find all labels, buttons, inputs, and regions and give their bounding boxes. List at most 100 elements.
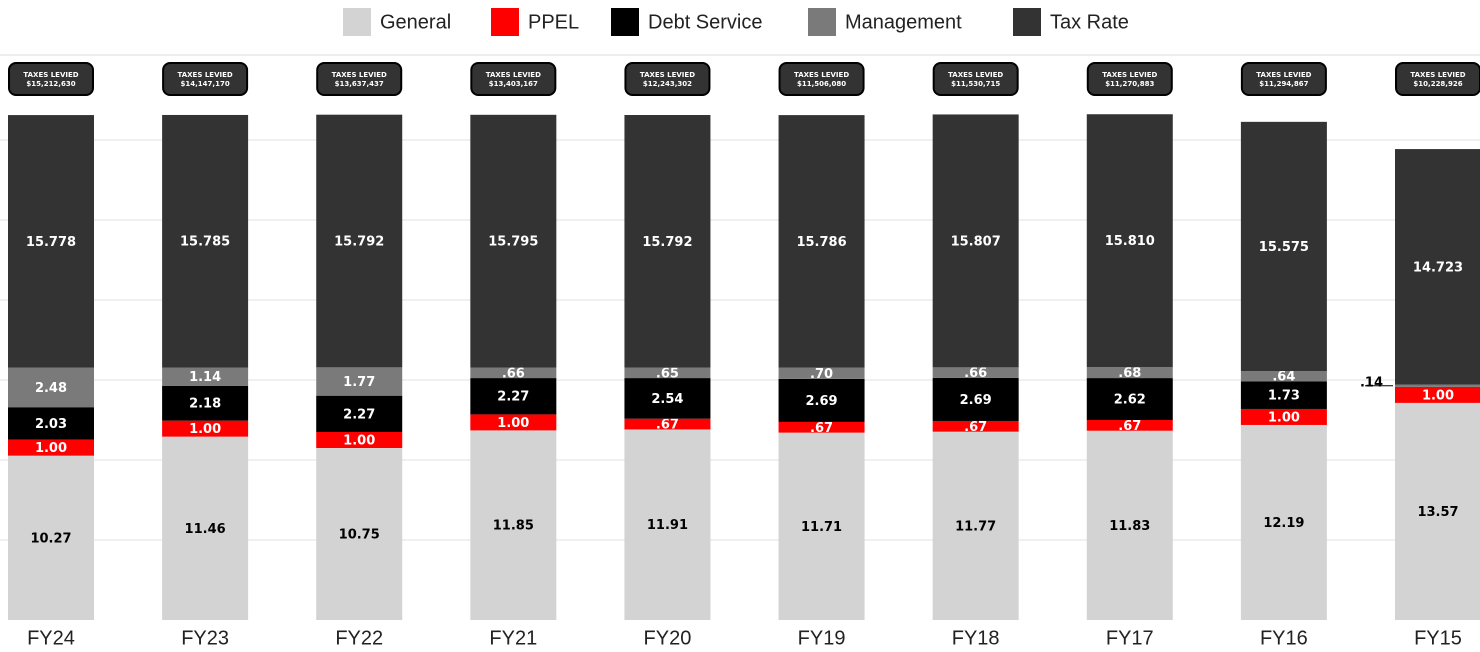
bar-segment [316,395,403,432]
bar-segment [624,115,711,368]
bar-segment [162,367,249,386]
annotation-text: $12,243,302 [643,80,692,88]
bar-segment [1086,114,1173,368]
value-label: 15.778 [26,235,76,250]
x-tick-label: FY15 [1414,627,1462,649]
annotation-text: $10,228,926 [1413,80,1462,88]
bar-segment [624,418,711,430]
annotation-box [162,62,249,96]
annotation-text: $13,403,167 [489,80,538,88]
annotation-box [8,62,94,96]
value-label: .70 [810,367,833,382]
value-label: 15.792 [334,235,384,250]
value-label: .68 [1118,366,1141,381]
bar-segment [316,367,403,396]
x-tick-label: FY18 [952,627,1000,649]
value-label: .64 [1272,370,1295,385]
value-label: 2.48 [35,381,67,396]
annotation-box [624,62,711,96]
annotation-box [1395,62,1480,96]
value-label: 2.27 [343,407,375,422]
value-label: 11.85 [493,519,534,534]
value-label: 1.00 [1268,410,1300,425]
annotation-title: TAXES LEVIED [1256,71,1311,79]
bar-segment [162,420,249,437]
bar-segment [1086,378,1173,420]
value-label: 15.786 [796,235,846,250]
annotation-box [1240,62,1327,96]
value-label: 2.03 [35,417,67,432]
value-label: .67 [964,420,987,435]
value-label: .67 [1118,419,1141,434]
value-label: 15.807 [951,234,1001,249]
bar-segment [778,421,865,433]
bar-segment [162,114,249,368]
annotation-box [1086,62,1173,96]
value-label: 13.57 [1417,505,1458,520]
bar-segment [778,367,865,379]
bar-segment [8,439,94,456]
bar-segment [1240,424,1327,620]
value-label: .66 [502,366,525,381]
value-label: 2.27 [497,390,529,405]
bar-segment [932,377,1019,421]
annotation-title: TAXES LEVIED [178,71,233,79]
value-label: 2.69 [960,393,992,408]
legend-swatch [343,8,371,36]
value-label: 15.792 [642,235,692,250]
legend-swatch [491,8,519,36]
value-label: 1.00 [35,441,67,456]
bar-segment [624,378,711,419]
value-label: .65 [656,366,679,381]
annotation-box [316,62,403,96]
annotation-title: TAXES LEVIED [486,71,541,79]
value-label: 1.00 [497,416,529,431]
bar-segment [778,378,865,422]
bar-segment [932,420,1019,432]
bar-segment [470,114,557,368]
x-tick-label: FY20 [644,627,692,649]
annotation-title: TAXES LEVIED [1410,71,1465,79]
legend-label: PPEL [528,11,579,33]
value-label: 15.795 [488,235,538,250]
bar-segment [778,115,865,368]
value-label: 2.18 [189,397,221,412]
x-tick-label: FY22 [335,627,383,649]
value-label: 2.69 [806,394,838,409]
value-label: 1.00 [1422,388,1454,403]
legend-label: Debt Service [648,11,763,33]
value-label: 10.75 [339,528,380,543]
value-label: 1.00 [343,434,375,449]
bar-segment [470,430,557,620]
value-label: 11.71 [801,520,842,535]
annotation-text: $11,294,867 [1259,80,1308,88]
bar-segment [1395,384,1480,387]
bar-segment [8,407,94,440]
annotation-box [932,62,1019,96]
bar-segment [470,378,557,415]
annotation-box [778,62,865,96]
legend-swatch [808,8,836,36]
annotation-title: TAXES LEVIED [1102,71,1157,79]
annotation-title: TAXES LEVIED [332,71,387,79]
annotation-title: TAXES LEVIED [794,71,849,79]
bar-segment [932,431,1019,620]
x-tick-label: FY16 [1260,627,1308,649]
legend-swatch [611,8,639,36]
bar-segment [1086,430,1173,620]
annotation-title: TAXES LEVIED [23,71,78,79]
bar-segment [1395,386,1480,403]
value-label: 2.54 [651,392,683,407]
value-label: .67 [810,421,833,436]
bar-segment [1086,367,1173,379]
bar-segment [1395,402,1480,620]
bar-segment [470,367,557,379]
value-label: 15.785 [180,235,230,250]
value-label: 1.14 [189,370,221,385]
bar-segment [778,432,865,620]
x-tick-label: FY24 [27,627,75,649]
value-label: 11.91 [647,518,688,533]
x-tick-label: FY19 [798,627,846,649]
value-label: 15.810 [1105,234,1155,249]
annotation-title: TAXES LEVIED [640,71,695,79]
